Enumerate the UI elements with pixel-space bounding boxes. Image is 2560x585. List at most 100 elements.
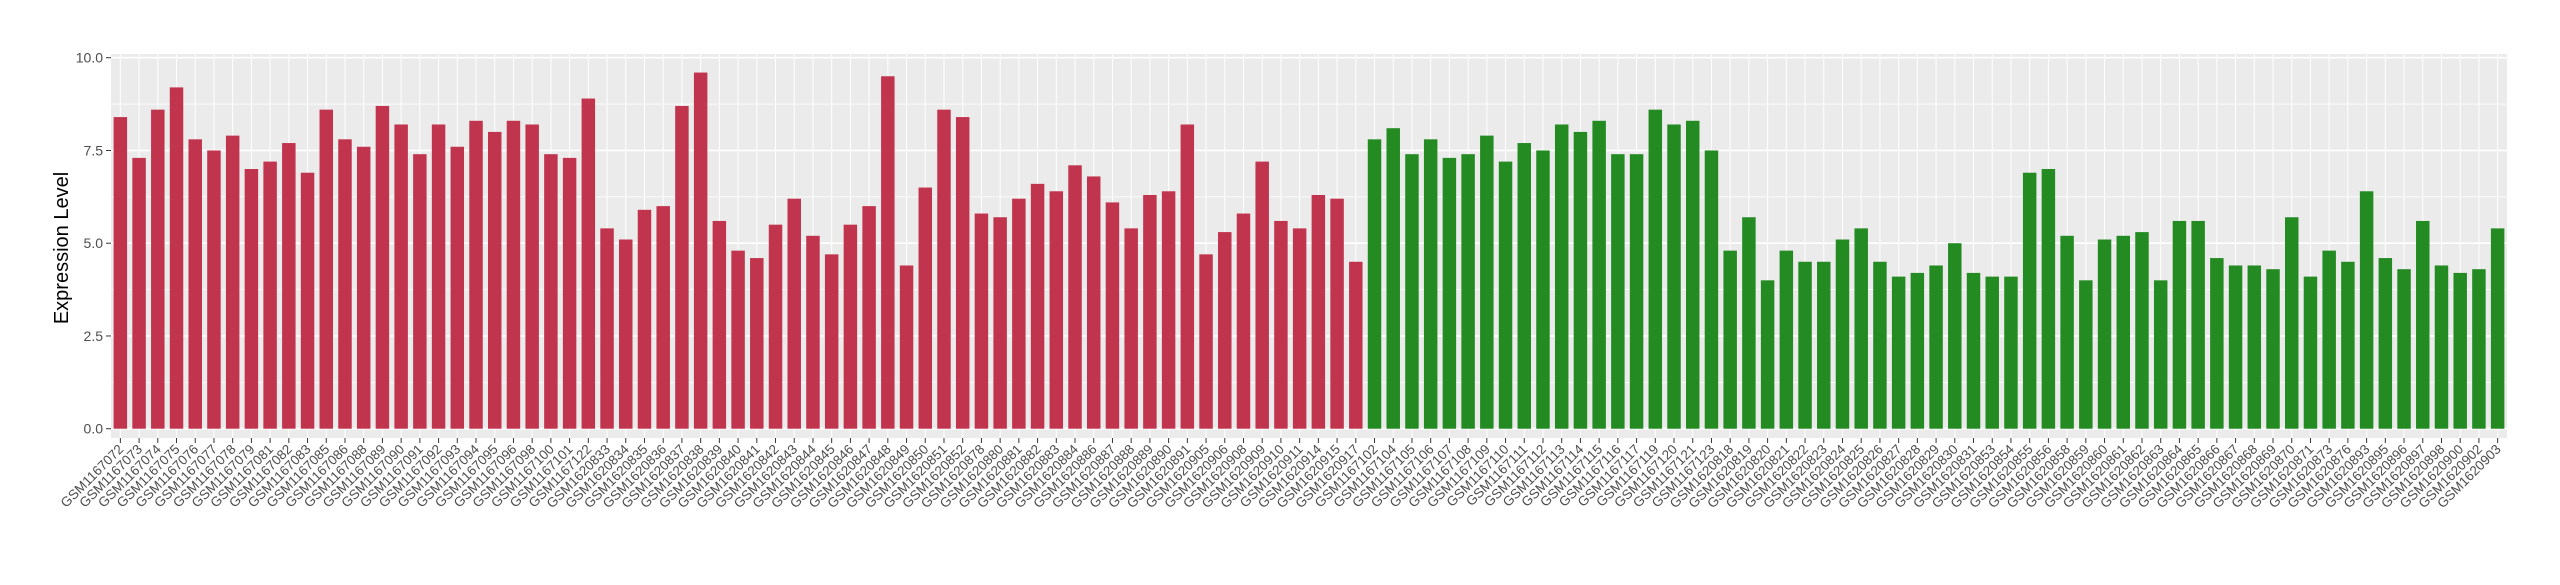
bar [2266,269,2280,429]
bar [282,143,296,429]
bar [469,120,483,429]
bar [1685,120,1700,429]
bar [2341,261,2355,429]
bar [1498,161,1513,429]
y-tick-label: 0.0 [84,421,104,437]
bar [506,120,521,429]
bar [1704,150,1719,429]
bar [2434,265,2449,429]
bar [1218,232,1232,429]
y-tick-label: 2.5 [84,328,104,344]
bar [1779,250,1794,429]
bar [768,224,783,429]
bar [2041,169,2056,429]
bar [2060,235,2074,429]
bar [1742,217,1756,429]
bar [2228,265,2243,429]
bar [1629,154,1644,429]
bar [1592,120,1606,429]
bar [1480,135,1494,429]
bar [1274,220,1288,429]
bar [356,146,371,429]
bar [806,235,820,429]
bar [1573,131,1588,429]
bar [1330,198,1344,429]
bar [1367,139,1382,429]
bar [1068,165,1082,429]
bar [1929,265,1943,429]
bar [151,109,165,429]
bar [113,117,128,429]
bar [263,161,277,429]
bar [1199,254,1213,429]
bar [1517,143,1532,429]
bar [1611,154,1625,429]
bar [2135,232,2149,429]
bar [1405,154,1419,429]
bar [1948,243,1962,429]
bar [1891,276,1906,429]
bar [881,76,895,429]
bar [1236,213,1251,429]
bar [637,209,652,429]
bar [1966,272,1981,429]
bar [1349,261,1363,429]
bar [2079,280,2093,429]
bar [581,98,596,429]
bar [1180,124,1195,429]
bar [300,172,315,429]
bar [1798,261,1812,429]
bar [2172,220,2187,429]
bar [2303,276,2318,429]
bar [2097,239,2112,429]
bar [2116,235,2131,429]
bar [1854,228,1868,429]
y-tick-label: 10.0 [76,50,103,66]
bar [1667,124,1681,429]
bar [1723,250,1737,429]
bar [1910,272,1925,429]
bar [431,124,446,429]
bar [1835,239,1850,429]
bar [899,265,914,429]
bar [2378,258,2393,429]
bar [2416,220,2430,429]
bar [225,135,240,429]
bar [1255,161,1269,429]
bar [2453,272,2467,429]
bar [656,206,670,429]
bar [2210,258,2224,429]
bar [675,105,689,429]
bar [1873,261,1887,429]
bar [693,72,708,429]
bar [1817,261,1831,429]
bar [338,139,352,429]
bar [544,154,558,429]
bar [1554,124,1569,429]
bar [2004,276,2018,429]
y-tick-label: 5.0 [84,235,104,251]
bar [1030,183,1045,429]
bar [619,239,633,429]
bar [1086,176,1101,429]
bar [993,217,1007,429]
bar [712,220,727,429]
bar [2191,220,2205,429]
bar [1648,109,1663,429]
bar [2153,280,2168,429]
bar [2397,269,2411,429]
bar [1461,154,1475,429]
bar [862,206,876,429]
bar [1760,280,1775,429]
bar [1311,194,1326,429]
bar [394,124,408,429]
bar [1292,228,1307,429]
bar [787,198,801,429]
bar [974,213,989,429]
bar [937,109,951,429]
y-tick-label: 7.5 [84,142,104,158]
bar [750,258,764,429]
bar [843,224,858,429]
bar [2359,191,2374,429]
bar [918,187,933,429]
